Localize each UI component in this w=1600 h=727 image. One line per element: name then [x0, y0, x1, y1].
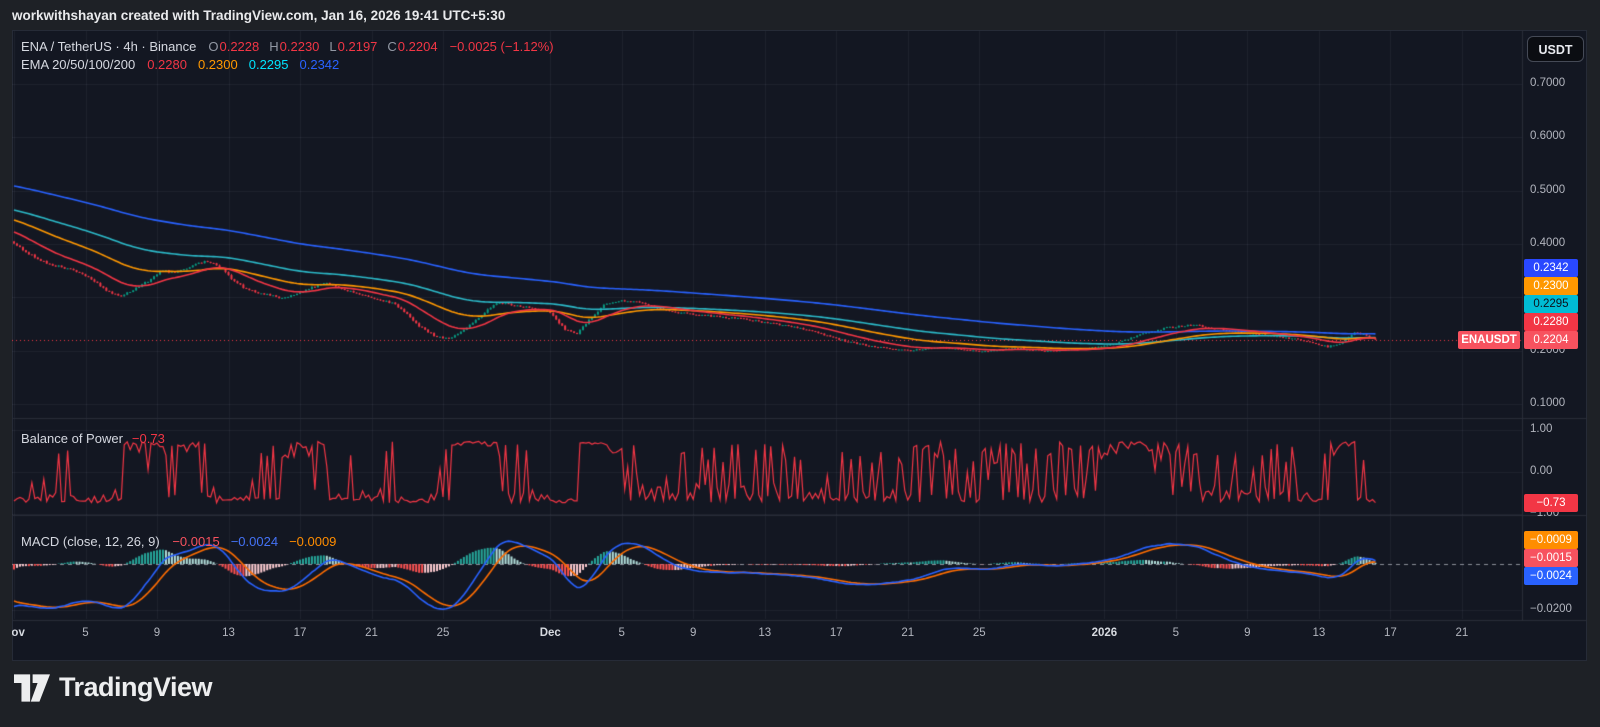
- time-axis-label: 25: [421, 627, 465, 639]
- time-axis-label: Nov: [12, 627, 36, 639]
- currency-toggle-button[interactable]: USDT: [1527, 36, 1584, 62]
- time-axis-label: 2026: [1082, 627, 1126, 639]
- time-axis-label: 17: [278, 627, 322, 639]
- bop-indicator-title[interactable]: Balance of Power: [21, 431, 123, 446]
- ohlc-value: 0.2228: [219, 39, 259, 54]
- bop-legend-row: Balance of Power −0.73: [21, 431, 165, 446]
- ohlc-value: 0.2204: [398, 39, 438, 54]
- time-axis[interactable]: Nov 5 9 13 17 21 25 Dec 5 9 13 17 21 25 2026 5 9 13 17 21: [12, 624, 1522, 646]
- time-axis-label: 9: [671, 627, 715, 639]
- price-axis-label: 0.5000: [1530, 184, 1565, 196]
- ema-value: 0.2295: [249, 57, 289, 72]
- ema-indicator-title[interactable]: EMA 20/50/100/200: [21, 57, 135, 72]
- bop-value-tag: −0.73: [1524, 494, 1578, 512]
- ema-price-tag: 0.2280: [1524, 313, 1578, 331]
- time-axis-label: 25: [957, 627, 1001, 639]
- time-axis-label: 17: [1368, 627, 1412, 639]
- time-axis-label: 13: [743, 627, 787, 639]
- price-axis-label: 0.4000: [1530, 237, 1565, 249]
- ohlc-pair: L0.2197: [329, 39, 377, 54]
- ema-price-tag: 0.2300: [1524, 277, 1578, 295]
- macd-indicator-title[interactable]: MACD (close, 12, 26, 9): [21, 534, 160, 549]
- macd-value-tag: −0.0024: [1524, 567, 1578, 585]
- time-axis-label: 5: [600, 627, 644, 639]
- time-axis-label: 17: [814, 627, 858, 639]
- ema-price-tag: 0.2295: [1524, 295, 1578, 313]
- time-axis-label: 13: [207, 627, 251, 639]
- ohlc-letter: O: [208, 39, 218, 54]
- time-axis-label: 5: [1154, 627, 1198, 639]
- tradingview-logo-icon: [14, 674, 50, 702]
- macd-values: −0.0015 −0.0024 −0.0009: [172, 534, 336, 549]
- ema-value: 0.2300: [198, 57, 238, 72]
- time-axis-label: 13: [1297, 627, 1341, 639]
- footer-brand[interactable]: TradingView: [14, 672, 212, 703]
- time-axis-label: 21: [886, 627, 930, 639]
- macd-legend-row: MACD (close, 12, 26, 9) −0.0015−0.0024−0…: [21, 534, 336, 549]
- change-value: −0.0025 (−1.12%): [450, 39, 554, 54]
- ohlc-value: 0.2197: [338, 39, 378, 54]
- ohlc-pair: C0.2204: [387, 39, 437, 54]
- symbol-legend-row: ENA / TetherUS · 4h · Binance O0.2228H0.…: [21, 39, 554, 54]
- ema-price-tag: 0.2342: [1524, 259, 1578, 277]
- symbol-price-tag: ENAUSDT: [1458, 331, 1520, 349]
- ohlc-values: O0.2228 H0.2230 L0.2197 C0.2204: [208, 39, 437, 54]
- time-axis-label: 9: [1225, 627, 1269, 639]
- ohlc-value: 0.2230: [280, 39, 320, 54]
- price-axis-label: 0.7000: [1530, 77, 1565, 89]
- ema-value: 0.2342: [300, 57, 340, 72]
- time-axis-label: 21: [350, 627, 394, 639]
- attribution-text: workwithshayan created with TradingView.…: [12, 8, 505, 23]
- ema-values: 0.2280 0.2300 0.2295 0.2342: [147, 57, 339, 72]
- price-axis[interactable]: 0.70000.60000.50000.40000.20000.10001.00…: [1523, 30, 1600, 620]
- macd-value: −0.0024: [231, 534, 278, 549]
- bop-axis-label: 1.00: [1530, 423, 1552, 435]
- ohlc-pair: H0.2230: [269, 39, 319, 54]
- tradingview-chart-page: workwithshayan created with TradingView.…: [0, 0, 1600, 727]
- bop-current-value: −0.73: [132, 431, 165, 446]
- symbol-title[interactable]: ENA / TetherUS · 4h · Binance: [21, 39, 196, 54]
- ema-value: 0.2280: [147, 57, 187, 72]
- macd-axis-label: −0.0200: [1530, 603, 1572, 615]
- ohlc-letter: L: [329, 39, 336, 54]
- ohlc-letter: C: [387, 39, 396, 54]
- price-chart-canvas[interactable]: [12, 30, 1587, 661]
- time-axis-label: 21: [1440, 627, 1484, 639]
- macd-value: −0.0015: [172, 534, 219, 549]
- time-axis-label: 9: [135, 627, 179, 639]
- macd-value-tag: −0.0009: [1524, 531, 1578, 549]
- brand-wordmark: TradingView: [59, 672, 212, 703]
- ema-legend-row: EMA 20/50/100/200 0.2280 0.2300 0.2295 0.23…: [21, 57, 339, 72]
- bop-axis-label: 0.00: [1530, 465, 1552, 477]
- time-axis-label: Dec: [528, 627, 572, 639]
- price-axis-label: 0.1000: [1530, 397, 1565, 409]
- time-axis-label: 5: [64, 627, 108, 639]
- last-price-tag: 0.2204: [1524, 331, 1578, 349]
- ohlc-pair: O0.2228: [208, 39, 259, 54]
- price-axis-label: 0.6000: [1530, 130, 1565, 142]
- macd-value-tag: −0.0015: [1524, 549, 1578, 567]
- macd-value: −0.0009: [289, 534, 336, 549]
- ohlc-letter: H: [269, 39, 278, 54]
